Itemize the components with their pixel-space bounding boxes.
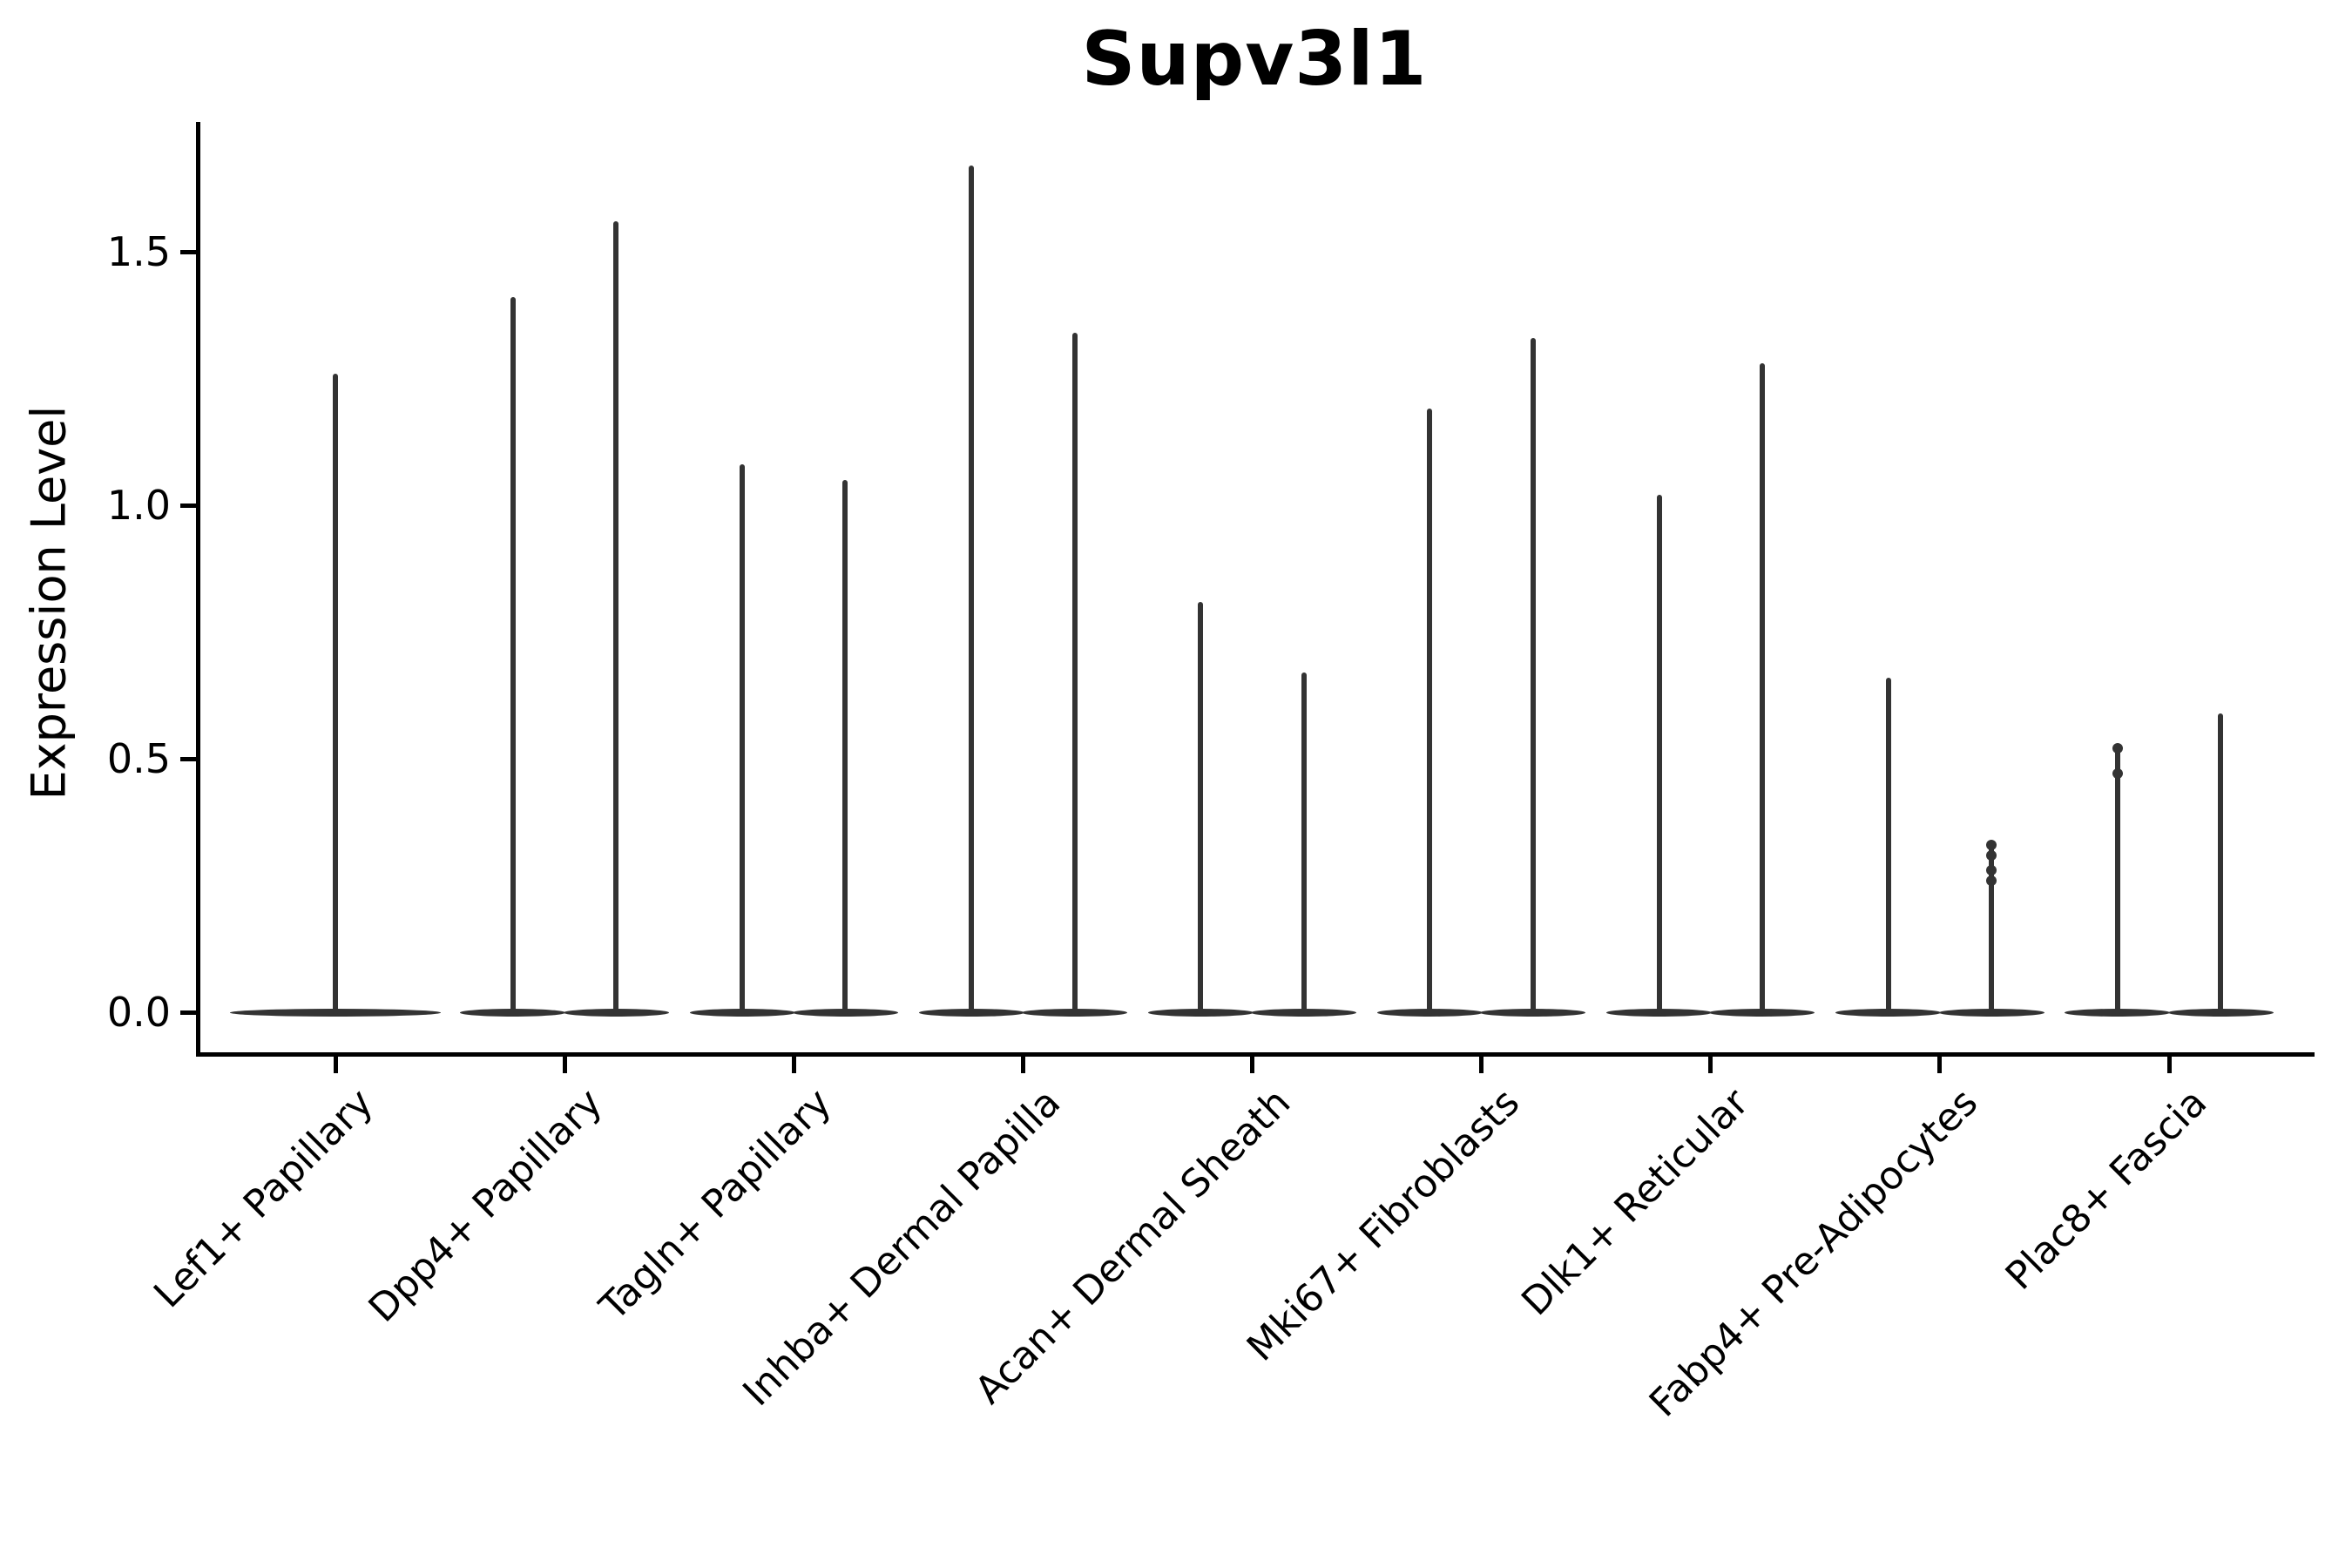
violin-spike <box>842 479 848 1016</box>
violin-spike <box>1198 601 1204 1016</box>
y-tick-label: 1.0 <box>106 482 171 529</box>
y-axis-spine <box>196 122 200 1057</box>
violin-outlier-dot <box>1986 839 1997 850</box>
violin-spike <box>613 221 619 1016</box>
x-tick-label: Plac8+ Fascia <box>1997 1080 2216 1299</box>
violin-outlier-dot <box>1986 865 1997 876</box>
y-tick-mark <box>180 249 197 254</box>
violin-outlier-dot <box>2112 743 2123 754</box>
x-tick-mark <box>1937 1057 1943 1073</box>
violin-outlier-dot <box>2112 768 2123 780</box>
x-tick-label: Dlk1+ Reticular <box>1513 1080 1757 1325</box>
violin-outlier-dot <box>1986 849 1997 861</box>
x-tick-label: Tagln+ Papillary <box>591 1080 841 1329</box>
violin-spike <box>1301 672 1307 1016</box>
violin-spike <box>1759 363 1765 1016</box>
x-tick-mark <box>562 1057 567 1073</box>
violin-spike <box>1989 844 1995 1016</box>
y-tick-label: 0.5 <box>106 735 171 782</box>
chart-title: Supv3l1 <box>1081 16 1428 103</box>
violin-spike <box>1427 409 1433 1016</box>
x-tick-mark <box>2166 1057 2172 1073</box>
y-tick-mark <box>180 503 197 508</box>
x-tick-mark <box>333 1057 338 1073</box>
y-tick-label: 1.5 <box>106 228 171 275</box>
y-tick-label: 0.0 <box>106 989 171 1036</box>
violin-spike <box>969 166 975 1016</box>
x-tick-mark <box>1708 1057 1713 1073</box>
violin-spike <box>2218 713 2224 1016</box>
violin-spike <box>1071 333 1078 1016</box>
violin-spike <box>1530 337 1536 1016</box>
violin-spike <box>1656 495 1662 1016</box>
violin-spike <box>1885 677 1891 1016</box>
x-tick-mark <box>1479 1057 1484 1073</box>
x-tick-label: Dpp4+ Papillary <box>360 1080 612 1331</box>
x-tick-label: Lef1+ Papillary <box>145 1080 382 1317</box>
violin-spike <box>510 297 516 1016</box>
violin-outlier-dot <box>1986 875 1997 886</box>
x-tick-mark <box>1250 1057 1254 1073</box>
y-tick-mark <box>180 1010 197 1015</box>
violin-spike <box>2114 748 2120 1016</box>
x-tick-mark <box>791 1057 796 1073</box>
y-tick-mark <box>180 756 197 761</box>
x-axis-spine <box>196 1052 2315 1057</box>
violin-spike <box>333 373 338 1016</box>
violin-spike <box>740 464 746 1016</box>
x-tick-mark <box>1020 1057 1025 1073</box>
